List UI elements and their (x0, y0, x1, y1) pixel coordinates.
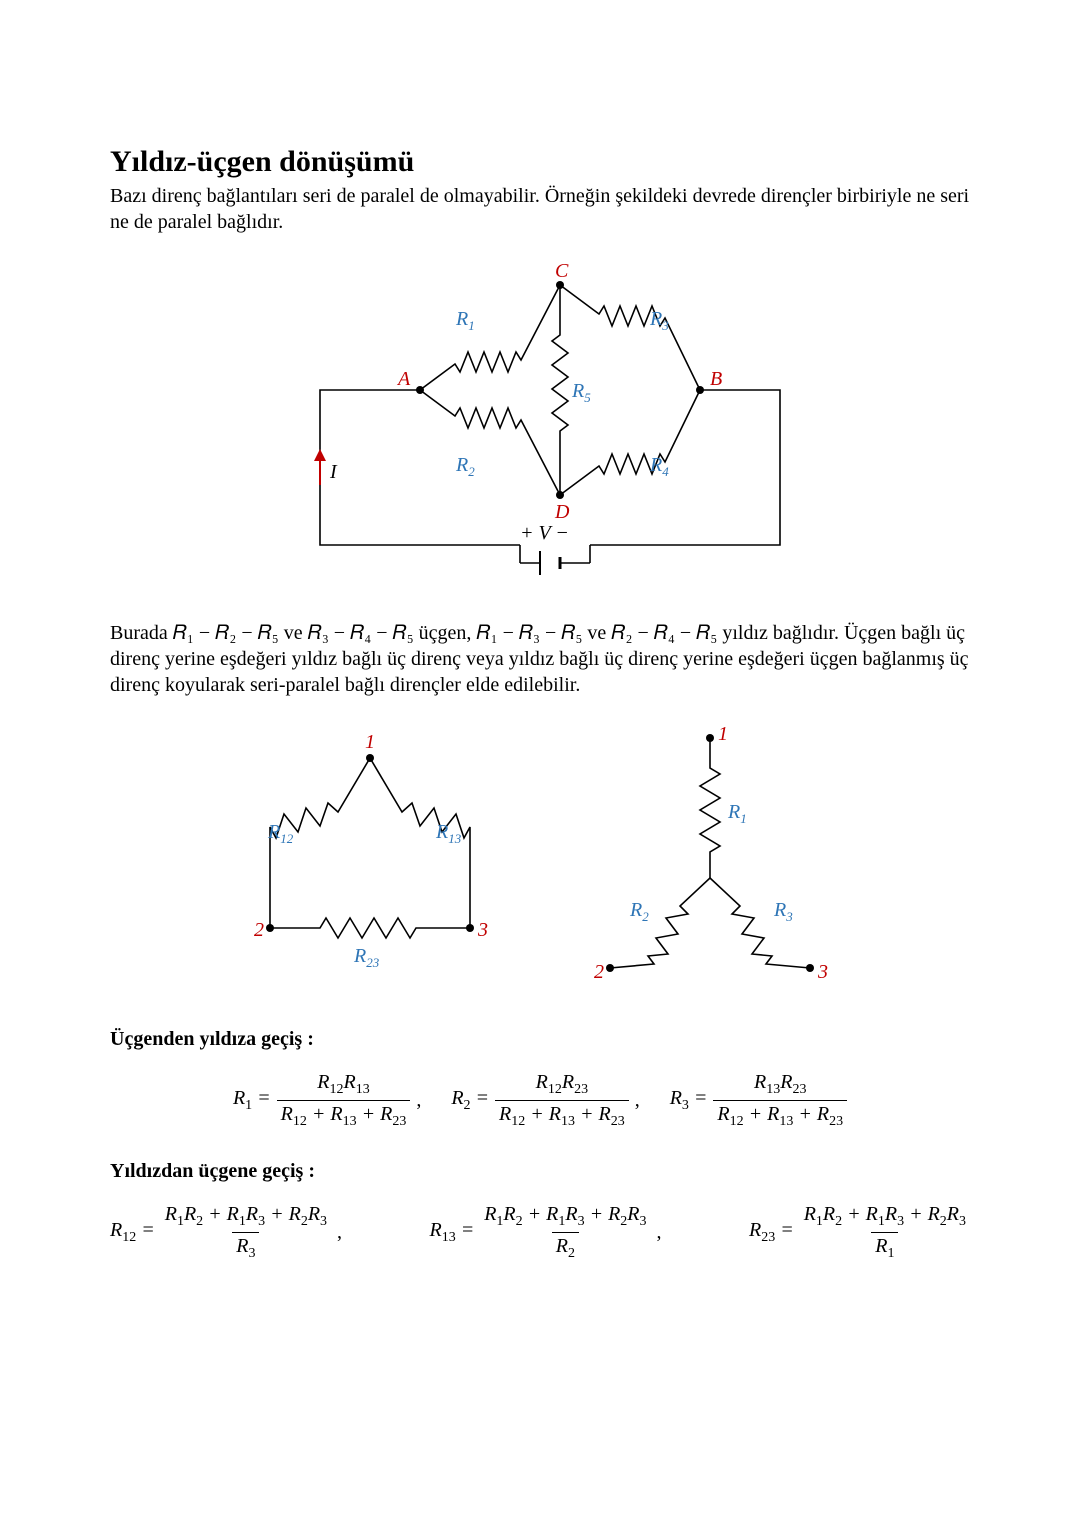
svg-text:I: I (329, 461, 338, 483)
svg-text:R23: R23 (353, 945, 380, 970)
page-title: Yıldız-üçgen dönüşümü (110, 145, 970, 179)
svg-text:+ V −: + V − (520, 522, 569, 544)
svg-text:R5: R5 (571, 380, 591, 405)
svg-text:B: B (710, 368, 722, 390)
delta-star-figures: 1 2 3 R12 R13 R23 1 2 3 R1 R2 R3 (110, 718, 970, 998)
svg-text:D: D (554, 501, 570, 523)
svg-text:3: 3 (477, 919, 488, 941)
delta-to-star-equations: R1 = R12R13 R12 + R13 + R23 , R2 = R12R2… (110, 1071, 970, 1130)
subhead-delta-to-star: Üçgenden yıldıza geçiş : (110, 1028, 970, 1051)
svg-text:R1: R1 (455, 308, 475, 333)
svg-text:1: 1 (718, 723, 728, 745)
svg-text:C: C (555, 260, 569, 282)
svg-text:R2: R2 (455, 454, 475, 479)
svg-text:R3: R3 (773, 899, 793, 924)
mid-paragraph: Burada 𝑅₁ − 𝑅₂ − 𝑅₅ ve 𝑅₃ − 𝑅₄ − 𝑅₅ üçge… (110, 620, 970, 698)
star-to-delta-equations: R12 = R1R2 + R1R3 + R2R3 R3 , R13 = R1R2… (110, 1203, 970, 1262)
svg-text:R3: R3 (649, 308, 669, 333)
intro-text: Bazı direnç bağlantıları seri de paralel… (110, 183, 970, 235)
svg-text:R1: R1 (727, 801, 747, 826)
svg-text:2: 2 (594, 961, 604, 983)
subhead-star-to-delta: Yıldızdan üçgene geçiş : (110, 1160, 970, 1183)
svg-text:A: A (396, 368, 411, 390)
bridge-circuit-figure: + V − I A B C D R1 R3 (110, 255, 970, 600)
svg-text:1: 1 (365, 731, 375, 753)
svg-text:2: 2 (254, 919, 264, 941)
svg-text:R2: R2 (629, 899, 649, 924)
svg-text:3: 3 (817, 961, 828, 983)
